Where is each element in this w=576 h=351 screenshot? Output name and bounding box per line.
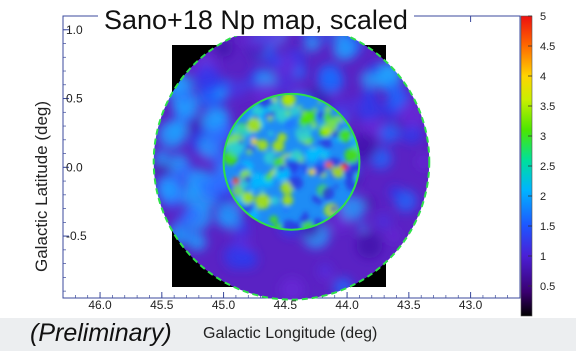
chart-title: Sano+18 Np map, scaled xyxy=(98,4,414,36)
colorbar-tick-label: 1 xyxy=(540,251,546,263)
x-tick-label: 45.0 xyxy=(212,298,236,312)
colorbar-tick-label: 4.5 xyxy=(540,41,555,53)
x-tick-label: 43.0 xyxy=(459,298,483,312)
colorbar-tick-label: 2.5 xyxy=(540,161,555,173)
inner-map-region xyxy=(223,93,360,230)
x-tick-label: 46.0 xyxy=(88,298,112,312)
x-axis-label: Galactic Longitude (deg) xyxy=(203,325,377,342)
colorbar-ticks: 0.5 1 1.5 2 2.5 3 3.5 4 4.5 5 xyxy=(528,11,555,293)
colorbar-tick-label: 2 xyxy=(540,191,546,203)
x-tick-label: 43.5 xyxy=(397,298,421,312)
colorbar-tick-label: 1.5 xyxy=(540,221,555,233)
x-tick-label: 44.0 xyxy=(335,298,359,312)
x-tick-label: 45.5 xyxy=(150,298,174,312)
colorbar-tick-label: 0.5 xyxy=(540,281,555,293)
y-tick-label: 0.0 xyxy=(66,160,83,174)
x-tick-label: 44.5 xyxy=(274,298,298,312)
preliminary-annotation: (Preliminary) xyxy=(30,319,172,347)
y-tick-label: 1.0 xyxy=(66,23,83,37)
bottom-band xyxy=(0,318,576,351)
colorbar-tick-label: 4 xyxy=(540,71,546,83)
y-tick-label: 0.5 xyxy=(66,92,83,106)
y-axis-label: Galactic Latitude (deg) xyxy=(32,101,51,272)
colorbar-tick-label: 3 xyxy=(540,131,546,143)
colorbar-tick-label: 3.5 xyxy=(540,101,555,113)
y-tick-label: -0.5 xyxy=(66,229,87,243)
y-tick-marks xyxy=(63,15,69,292)
outer-region-circle xyxy=(152,23,431,301)
colorbar-tick-label: 5 xyxy=(540,11,546,23)
inner-region-circle xyxy=(222,92,361,231)
colorbar xyxy=(521,16,532,316)
